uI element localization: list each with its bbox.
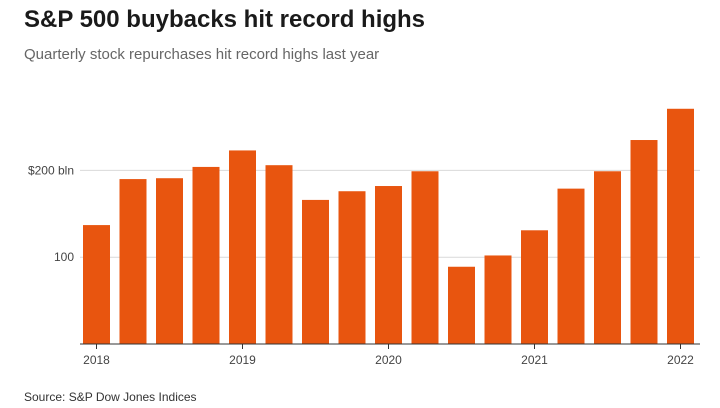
bar-2019-q4 <box>338 191 366 344</box>
x-axis: 2018 2019 2020 2021 2022 <box>80 343 700 367</box>
bar-2019-q2 <box>265 165 293 344</box>
bar-2021-q2 <box>557 188 585 344</box>
source-note: Source: S&P Dow Jones Indices <box>24 390 197 404</box>
bar-2020-q3 <box>448 266 475 344</box>
bars <box>83 108 694 344</box>
bar-2020-q1 <box>375 186 402 344</box>
x-tick-label: 2020 <box>375 353 402 367</box>
bar-2018-q4 <box>192 166 220 344</box>
bar-2022-q1 <box>667 108 694 344</box>
bar-2020-q4 <box>484 255 512 344</box>
bar-chart: 100 $200 bln 2018 2019 2020 2021 2022 <box>28 108 700 367</box>
bar-2021-q3 <box>594 171 621 344</box>
bar-2019-q3 <box>302 199 329 344</box>
y-tick-label: $200 bln <box>28 163 74 177</box>
y-tick-labels: 100 $200 bln <box>28 163 74 264</box>
bar-2018-q3 <box>156 178 183 344</box>
bar-2018-q2 <box>119 179 147 344</box>
chart-title: S&P 500 buybacks hit record highs <box>24 6 426 33</box>
x-tick-label: 2019 <box>229 353 256 367</box>
x-tick-label: 2018 <box>83 353 110 367</box>
bar-2020-q2 <box>411 171 439 344</box>
bar-2021-q1 <box>521 230 548 344</box>
x-tick-label: 2021 <box>521 353 548 367</box>
bar-2021-q4 <box>630 140 658 344</box>
bar-2018-q1 <box>83 225 110 344</box>
y-tick-label: 100 <box>54 250 74 264</box>
x-tick-label: 2022 <box>667 353 694 367</box>
chart-subtitle: Quarterly stock repurchases hit record h… <box>24 46 380 63</box>
bar-2019-q1 <box>229 150 256 344</box>
